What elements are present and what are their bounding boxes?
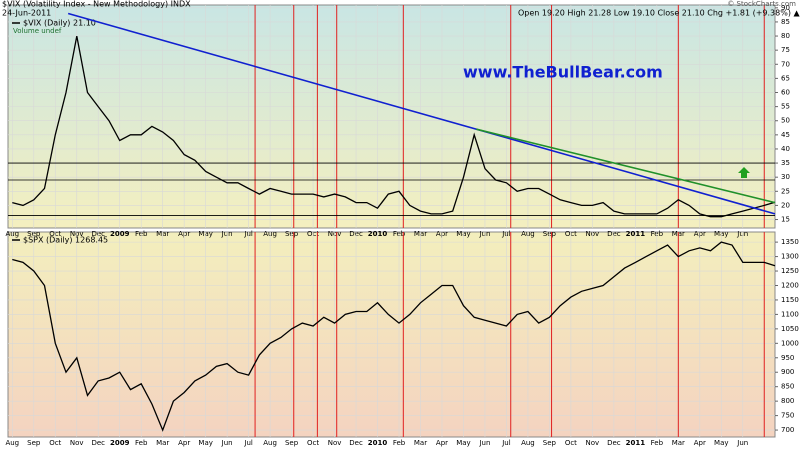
x-tick-label: Jul: [243, 230, 253, 238]
x-tick-label: Sep: [27, 439, 41, 447]
volume-label: Volume undef: [13, 27, 62, 35]
y-tick-label: 15: [781, 216, 790, 224]
x-tick-label: Jun: [736, 439, 748, 447]
x-tick-label: Jun: [221, 439, 233, 447]
quote: Open 19.20 High 21.28 Low 19.10 Close 21…: [518, 9, 800, 18]
y-tick-label: 900: [781, 368, 794, 376]
y-tick-label: 85: [781, 18, 790, 26]
y-tick-label: 80: [781, 32, 790, 40]
x-tick-label: Jul: [243, 439, 253, 447]
x-tick-label: Feb: [651, 439, 664, 447]
x-tick-label: Apr: [178, 439, 190, 447]
x-tick-label: Feb: [393, 439, 406, 447]
x-tick-label: Apr: [436, 439, 448, 447]
series-line: [12, 241, 776, 432]
y-tick-label: 1350: [781, 238, 799, 246]
x-tick-label: Sep: [543, 439, 557, 447]
x-tick-label: May: [714, 439, 728, 447]
y-tick-label: 800: [781, 397, 794, 405]
x-tick-label: Feb: [135, 439, 148, 447]
x-tick-label: Jun: [478, 439, 490, 447]
y-tick-label: 40: [781, 145, 790, 153]
y-tick-label: 1300: [781, 253, 799, 261]
x-tick-label: Oct: [565, 439, 577, 447]
x-tick-label: Aug: [263, 439, 277, 447]
y-tick-label: 1150: [781, 296, 799, 304]
y-tick-label: 25: [781, 187, 790, 195]
annotation: www.TheBullBear.com: [463, 63, 663, 82]
y-tick-label: 65: [781, 74, 790, 82]
x-tick-label: Jun: [736, 230, 748, 238]
y-tick-label: 30: [781, 173, 790, 181]
x-tick-label: May: [456, 439, 470, 447]
x-tick-label: Apr: [694, 439, 706, 447]
y-tick-label: 60: [781, 89, 790, 97]
y-tick-label: 1200: [781, 281, 799, 289]
trendline: [67, 12, 776, 215]
panel-background: [7, 4, 776, 229]
plot-layer: Aug Sep Oct Nov Dec 2009 Feb Mar Apr May Jun Jul Aug…: [5, 4, 798, 447]
y-tick-label: 1250: [781, 267, 799, 275]
x-tick-label: 2009: [110, 439, 130, 447]
x-tick-label: Aug: [521, 439, 535, 447]
x-tick-label: May: [198, 439, 212, 447]
y-tick-label: 55: [781, 103, 790, 111]
x-tick-label: Dec: [349, 439, 363, 447]
y-tick-label: 70: [781, 60, 790, 68]
legend-label: $VIX (Daily) 21.10: [23, 19, 96, 28]
y-tick-label: 850: [781, 383, 794, 391]
series-line: [12, 35, 776, 218]
y-tick-label: 750: [781, 412, 794, 420]
x-tick-label: Oct: [49, 439, 61, 447]
y-tick-label: 1000: [781, 339, 799, 347]
x-tick-label: Mar: [672, 439, 685, 447]
y-tick-label: 75: [781, 46, 790, 54]
x-tick-label: 2011: [626, 439, 646, 447]
x-tick-label: Mar: [156, 439, 169, 447]
y-tick-label: 20: [781, 201, 790, 209]
x-tick-label: Nov: [586, 439, 600, 447]
panel-background: [7, 231, 776, 438]
y-tick-label: 700: [781, 426, 794, 434]
y-tick-label: 45: [781, 131, 790, 139]
y-tick-label: 50: [781, 117, 790, 125]
x-tick-label: Mar: [414, 439, 427, 447]
credit: © StockCharts.com: [727, 0, 796, 8]
x-tick-label: Dec: [91, 439, 105, 447]
x-tick-label: Oct: [307, 439, 319, 447]
x-tick-label: Jun: [221, 230, 233, 238]
x-tick-label: Aug: [5, 439, 19, 447]
trendline: [476, 128, 776, 204]
x-tick-label: Jul: [501, 439, 511, 447]
chart-subtitle: 24-Jun-2011: [2, 9, 51, 18]
x-tick-label: Dec: [607, 439, 621, 447]
arrow-icon: [738, 167, 750, 178]
legend-label: $SPX (Daily) 1268.45: [23, 236, 108, 245]
x-tick-label: Sep: [285, 439, 299, 447]
x-tick-label: Nov: [70, 439, 84, 447]
y-tick-label: 1100: [781, 310, 799, 318]
y-tick-label: 950: [781, 354, 794, 362]
y-tick-label: 35: [781, 159, 790, 167]
x-tick-label: 2010: [368, 439, 388, 447]
y-tick-label: 1050: [781, 325, 799, 333]
y-tick-label: 90: [781, 4, 790, 12]
x-tick-label: Jul: [501, 230, 511, 238]
x-tick-label: Nov: [328, 439, 342, 447]
chart-title: $VIX (Volatility Index - New Methodology…: [2, 0, 191, 9]
x-tick-label: Jun: [478, 230, 490, 238]
